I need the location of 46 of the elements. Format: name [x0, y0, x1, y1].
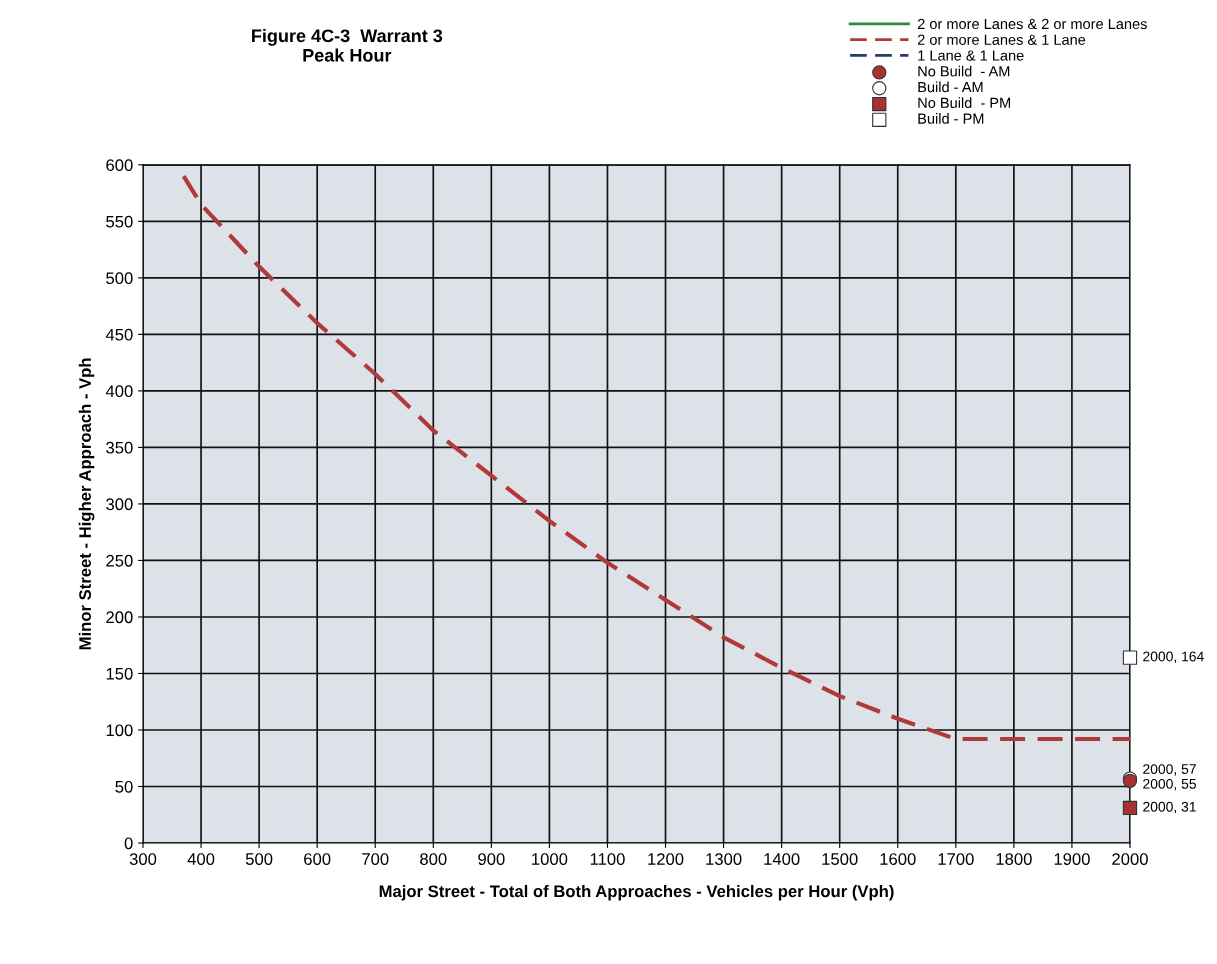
x-tick-label: 600	[304, 853, 331, 865]
x-tick-label: 1500	[822, 853, 858, 865]
y-tick-label: 350	[106, 441, 133, 454]
y-tick-label: 200	[106, 611, 133, 624]
y-tick-label: 300	[106, 498, 133, 511]
y-tick-label: 500	[106, 272, 133, 285]
x-tick-label: 1300	[706, 853, 742, 865]
data-label: 2000, 55	[1143, 778, 1196, 791]
legend-label: 2 or more Lanes & 1 Lane	[917, 34, 1086, 45]
x-tick-label: 700	[362, 853, 389, 865]
y-tick-label: 150	[106, 667, 133, 680]
x-tick-label: 1900	[1054, 853, 1090, 865]
x-tick-label: 300	[129, 853, 157, 865]
x-tick-label: 1600	[880, 853, 916, 865]
x-tick-label: 1400	[764, 853, 800, 865]
y-tick-label: 550	[106, 215, 133, 228]
legend-label: 1 Lane & 1 Lane	[918, 50, 1024, 61]
x-tick-label: 400	[187, 853, 215, 865]
x-tick-label: 2000	[1112, 853, 1148, 865]
legend-label: 2 or more Lanes & 2 or more Lanes	[917, 18, 1147, 30]
x-tick-label: 1700	[938, 853, 974, 865]
y-tick-label: 400	[105, 385, 133, 398]
legend-label: No Build - AM	[918, 65, 1010, 77]
x-tick-label: 800	[420, 853, 447, 865]
legend-label: Build - PM	[918, 113, 984, 124]
line-series	[181, 174, 1133, 742]
y-tick-label: 450	[105, 328, 133, 341]
chart-title: Figure 4C-3 Warrant 3 Peak Hour	[252, 28, 443, 62]
x-tick-label: 1100	[590, 853, 625, 865]
x-tick-label: 900	[478, 853, 505, 865]
y-tick-label: 50	[115, 780, 133, 793]
data-label: 2000, 164	[1143, 651, 1204, 664]
x-axis-title: Major Street - Total of Both Approaches - Vehicles per Hour (Vph)	[379, 884, 894, 901]
y-axis-title: Minor Street - Higher Approach - Vph	[78, 358, 95, 650]
x-tick-label: 1800	[996, 853, 1032, 865]
x-tick-label: 1200	[648, 853, 684, 865]
x-tick-label: 500	[245, 853, 273, 865]
y-tick-label: 0	[124, 837, 133, 850]
data-label: 2000, 57	[1143, 764, 1196, 776]
legend-label: No Build - PM	[918, 97, 1011, 109]
y-tick-label: 600	[106, 159, 133, 172]
y-tick-label: 100	[106, 724, 133, 737]
x-tick-label: 1000	[532, 853, 568, 865]
y-tick-label: 250	[106, 554, 133, 567]
data-label: 2000, 31	[1143, 801, 1196, 814]
legend-label: Build - AM	[918, 81, 983, 93]
